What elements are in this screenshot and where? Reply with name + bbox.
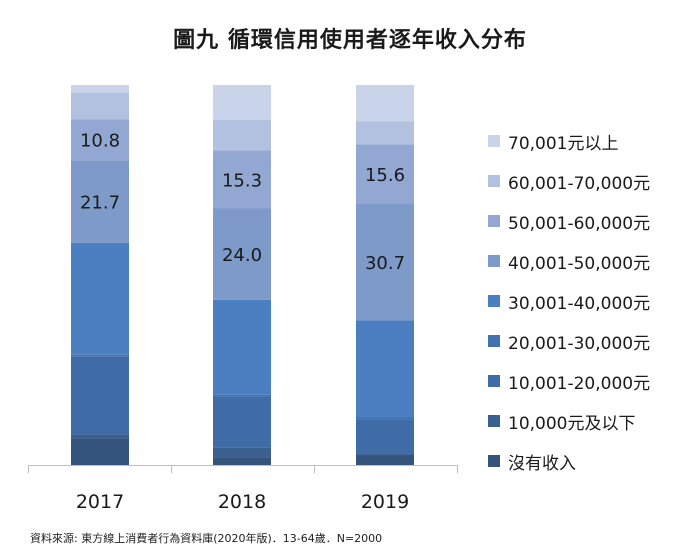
bar-segment bbox=[213, 150, 271, 209]
bar-segment bbox=[71, 438, 129, 465]
bar-segment bbox=[356, 417, 414, 420]
bar-segment bbox=[71, 85, 129, 93]
legend-item: 70,001元以上 bbox=[488, 121, 650, 161]
bar-segment bbox=[356, 453, 414, 456]
data-label: 21.7 bbox=[80, 192, 120, 213]
legend-label: 沒有收入 bbox=[508, 453, 576, 474]
x-tick-label: 2018 bbox=[218, 491, 266, 513]
legend-label: 70,001元以上 bbox=[508, 133, 619, 154]
legend-label: 50,001-60,000元 bbox=[508, 213, 651, 234]
legend-item: 20,001-30,000元 bbox=[488, 321, 650, 361]
legend-label: 40,001-50,000元 bbox=[508, 253, 651, 274]
bar-segment bbox=[213, 394, 271, 397]
data-label: 10.8 bbox=[80, 131, 120, 152]
legend-item: 60,001-70,000元 bbox=[488, 161, 650, 201]
bar-segment bbox=[356, 85, 414, 122]
legend-item: 50,001-60,000元 bbox=[488, 201, 650, 241]
legend-label: 20,001-30,000元 bbox=[508, 333, 651, 354]
source-note: 資料來源: 東方線上消費者行為資料庫(2020年版)．13-64歲．N=2000 bbox=[30, 532, 383, 545]
bar-segment bbox=[213, 119, 271, 151]
bar-segment bbox=[71, 242, 129, 355]
legend-label: 60,001-70,000元 bbox=[508, 173, 651, 194]
x-tick-label: 2017 bbox=[76, 491, 124, 513]
legend-swatch bbox=[488, 175, 500, 187]
bar-segment bbox=[71, 119, 129, 161]
legend-item: 30,001-40,000元 bbox=[488, 281, 650, 321]
bar-segment bbox=[356, 455, 414, 465]
bar-segment bbox=[213, 396, 271, 448]
bar-segment bbox=[356, 419, 414, 454]
bar-segment bbox=[71, 160, 129, 243]
legend-swatch bbox=[488, 255, 500, 267]
chart-title: 圖九 循環信用使用者逐年收入分布 bbox=[173, 28, 527, 53]
bar-segment bbox=[356, 121, 414, 145]
legend-swatch bbox=[488, 415, 500, 427]
bar-segment bbox=[71, 434, 129, 439]
bar-segment bbox=[213, 457, 271, 465]
data-label: 15.6 bbox=[365, 165, 405, 186]
data-label: 30.7 bbox=[365, 253, 405, 274]
bar-segment bbox=[71, 92, 129, 120]
bar-segment bbox=[71, 356, 129, 435]
bar-segment bbox=[213, 85, 271, 120]
x-tick-label: 2019 bbox=[361, 491, 409, 513]
legend-swatch bbox=[488, 335, 500, 347]
legend-label: 10,000元及以下 bbox=[508, 413, 636, 434]
legend-swatch bbox=[488, 375, 500, 387]
bar-segment bbox=[71, 354, 129, 357]
legend-item: 40,001-50,000元 bbox=[488, 241, 650, 281]
legend-label: 10,001-20,000元 bbox=[508, 373, 651, 394]
bar-segment bbox=[213, 447, 271, 458]
legend-swatch bbox=[488, 455, 500, 467]
data-label: 24.0 bbox=[222, 245, 262, 266]
legend-item: 沒有收入 bbox=[488, 441, 650, 481]
legend: 70,001元以上 60,001-70,000元 50,001-60,000元 40,… bbox=[488, 121, 650, 481]
legend-label: 30,001-40,000元 bbox=[508, 293, 651, 314]
legend-swatch bbox=[488, 135, 500, 147]
bar-segment bbox=[356, 320, 414, 418]
legend-swatch bbox=[488, 215, 500, 227]
data-label: 15.3 bbox=[222, 170, 262, 191]
bar-segment bbox=[356, 203, 414, 321]
legend-item: 10,000元及以下 bbox=[488, 401, 650, 441]
bar-segment bbox=[356, 144, 414, 204]
legend-item: 10,001-20,000元 bbox=[488, 361, 650, 401]
legend-swatch bbox=[488, 295, 500, 307]
bar-segment bbox=[213, 208, 271, 300]
bar-segment bbox=[213, 299, 271, 395]
